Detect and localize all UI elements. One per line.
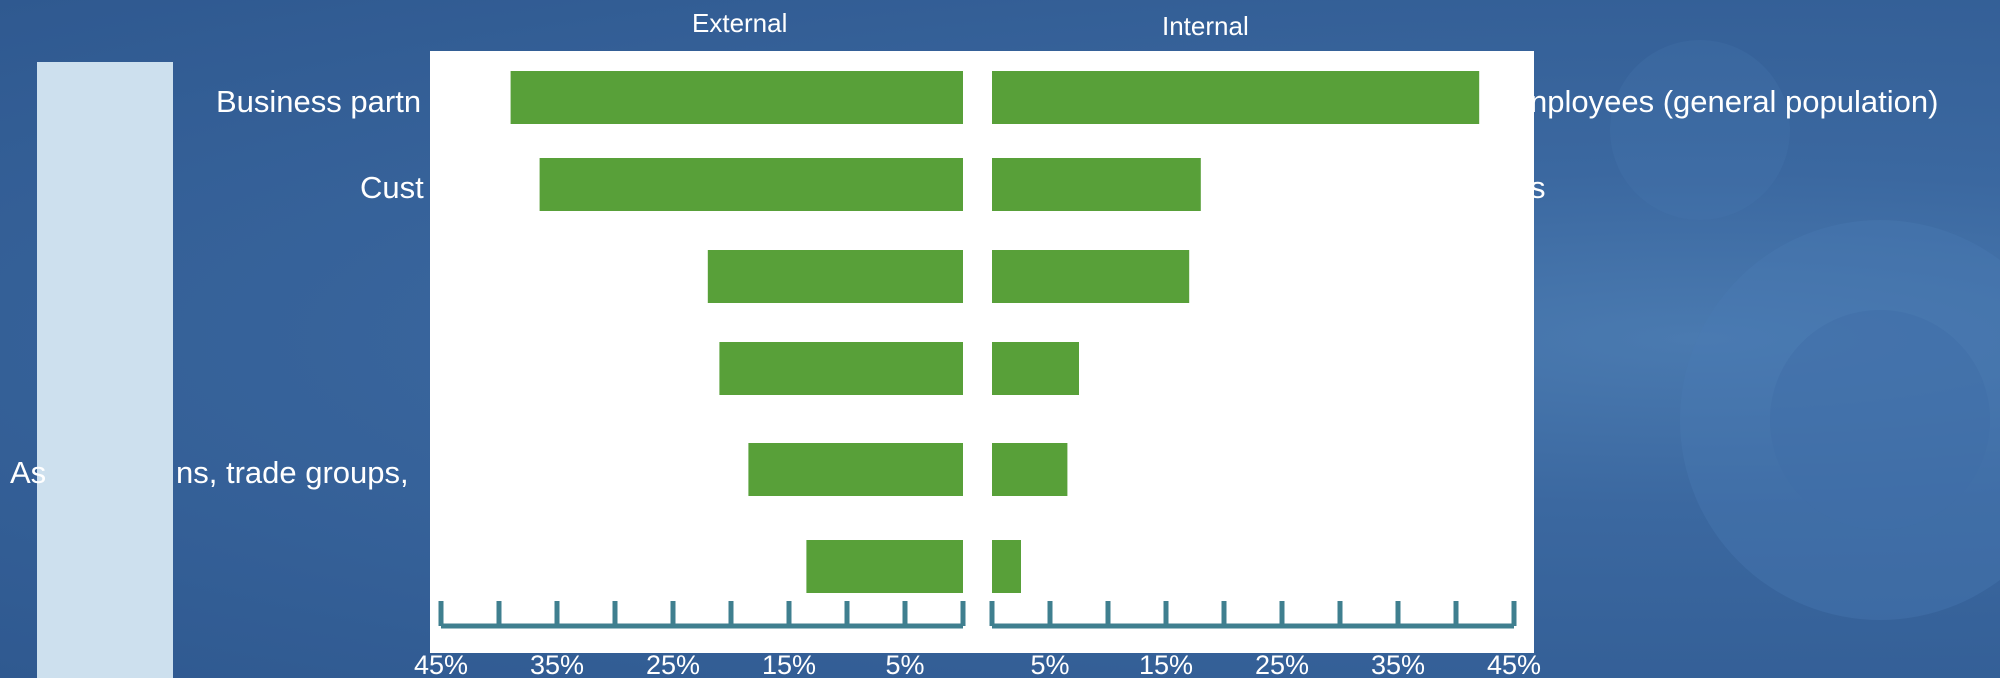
x-tick-label-5: 5%: [885, 650, 924, 678]
internal-bar-6: [992, 540, 1021, 593]
category-label-employees: nployees (general population): [1530, 84, 1939, 119]
external-bar-5: [748, 443, 963, 496]
category-label-associations: ns, trade groups,: [176, 455, 409, 490]
internal-bar-1: [992, 71, 1480, 124]
plot-area: [430, 51, 1534, 653]
category-label-customers: Cust: [360, 170, 424, 205]
x-tick-label-6: 5%: [1030, 650, 1069, 678]
category-label-business-partners: Business partn: [216, 84, 422, 119]
side-panel: [37, 62, 173, 678]
external-bar-1: [510, 71, 963, 124]
internal-bar-3: [992, 250, 1190, 303]
external-bar-6: [806, 540, 963, 593]
category-label-associations-prefix: As: [10, 455, 47, 490]
x-tick-label-7: 15%: [1139, 650, 1193, 678]
external-bar-3: [707, 250, 963, 303]
x-tick-label-8: 25%: [1255, 650, 1309, 678]
x-tick-label-1: 45%: [414, 650, 468, 678]
x-tick-label-2: 35%: [530, 650, 584, 678]
internal-bar-4: [992, 342, 1079, 395]
panel-title-external: External: [692, 8, 788, 38]
x-tick-label-9: 35%: [1371, 650, 1425, 678]
panel-title-internal: Internal: [1162, 11, 1249, 41]
x-tick-label-3: 25%: [646, 650, 700, 678]
x-tick-label-4: 15%: [762, 650, 816, 678]
external-bar-2: [539, 158, 963, 211]
external-bar-4: [719, 342, 963, 395]
internal-bar-2: [992, 158, 1201, 211]
internal-bar-5: [992, 443, 1068, 496]
x-tick-label-10: 45%: [1487, 650, 1541, 678]
